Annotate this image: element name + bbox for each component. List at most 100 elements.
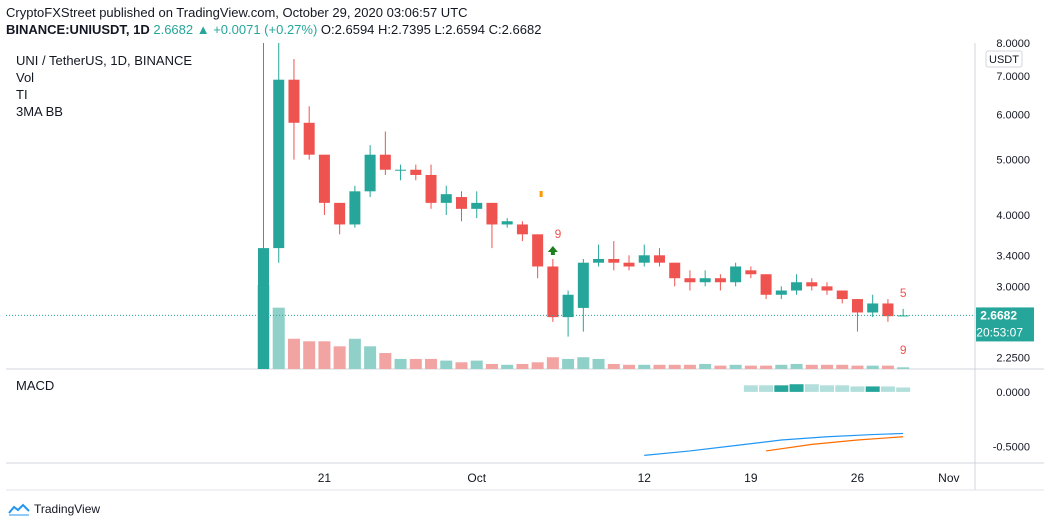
price-tick-label: 6.0000 xyxy=(996,109,1030,121)
volume-bar xyxy=(790,363,803,369)
volume-bar xyxy=(760,365,773,369)
volume-bar xyxy=(866,365,879,369)
price-tick-label: 4.0000 xyxy=(996,210,1030,222)
volume-bar xyxy=(881,365,894,369)
time-tick-label: 26 xyxy=(851,471,865,485)
time-tick-label: 19 xyxy=(744,471,758,485)
volume-bar xyxy=(714,365,727,369)
volume-bar xyxy=(379,353,392,369)
volume-bar xyxy=(348,338,361,369)
volume-bar xyxy=(592,358,605,369)
footer-brand[interactable]: TradingView xyxy=(8,502,100,516)
price-tick-label: 2.2500 xyxy=(996,353,1030,365)
volume-bar xyxy=(485,363,498,369)
candle-body xyxy=(288,79,300,123)
volume-bar xyxy=(531,362,544,369)
symbol: BINANCE:UNIUSDT, 1D xyxy=(6,22,150,37)
macd-tick-label: -0.5000 xyxy=(993,442,1030,454)
indicator-vol[interactable]: Vol xyxy=(16,70,35,85)
candle-body xyxy=(775,290,787,295)
candle-body xyxy=(760,274,772,295)
macd-histogram-bar xyxy=(865,386,880,392)
candle-body xyxy=(440,194,452,203)
info-marker-icon xyxy=(539,191,543,197)
candle-body xyxy=(867,303,879,313)
brand-label: TradingView xyxy=(34,502,101,516)
time-tick-label: Nov xyxy=(938,471,959,485)
candle-body xyxy=(455,197,467,209)
volume-bar xyxy=(836,364,849,369)
volume-bar xyxy=(653,364,666,369)
volume-bar xyxy=(775,364,788,369)
volume-bar xyxy=(318,341,331,369)
volume-bar xyxy=(455,362,468,369)
indicator-ti[interactable]: TI xyxy=(16,87,28,102)
volume-bar xyxy=(562,358,575,369)
candle-body xyxy=(669,262,681,279)
candle-body xyxy=(882,303,894,317)
volume-bar xyxy=(607,363,620,369)
indicator-macd[interactable]: MACD xyxy=(16,378,55,393)
candle-body xyxy=(714,278,726,283)
published-line: CryptoFXStreet published on TradingView.… xyxy=(6,5,468,20)
signal-line xyxy=(766,436,904,452)
td-count-label: 9 xyxy=(900,343,907,357)
candle-body xyxy=(791,282,803,291)
candle-body xyxy=(334,202,346,225)
volume-bar xyxy=(851,365,864,369)
volume-bar xyxy=(501,364,514,369)
candle-body xyxy=(745,270,757,275)
high-value: H:2.7395 xyxy=(378,22,431,37)
symbol-line: BINANCE:UNIUSDT, 1D 2.6682 ▲ +0.0071 (+0… xyxy=(6,22,541,37)
change-value: 2.6682 ▲ +0.0071 (+0.27%) xyxy=(153,22,318,37)
candle-body xyxy=(516,224,528,235)
candle-body xyxy=(562,294,574,318)
candle-body xyxy=(318,154,330,203)
volume-bar xyxy=(470,360,483,369)
volume-bar xyxy=(303,341,316,369)
volume-bar xyxy=(699,363,712,369)
candle-body xyxy=(836,290,848,300)
volume-bar xyxy=(744,365,757,369)
candle-body xyxy=(379,154,391,170)
volume-bar xyxy=(409,358,422,369)
candle-body xyxy=(471,202,483,209)
volume-bar xyxy=(729,364,742,369)
volume-bar xyxy=(516,363,529,369)
time-tick-label: 12 xyxy=(638,471,652,485)
candle-body xyxy=(684,278,696,283)
volume-bar xyxy=(364,346,377,369)
macd-histogram-bar xyxy=(896,387,911,392)
price-tick-label: 3.4000 xyxy=(996,250,1030,262)
volume-bar xyxy=(546,357,559,369)
price-tick-label: 7.0000 xyxy=(996,71,1030,83)
unit-badge xyxy=(985,50,1023,68)
legend-title[interactable]: UNI / TetherUS, 1D, BINANCE xyxy=(16,53,193,68)
tradingview-logo-icon xyxy=(8,503,30,516)
macd-histogram-bar xyxy=(850,386,865,392)
volume-bar xyxy=(333,346,346,369)
volume-bar xyxy=(668,364,681,369)
candle-body xyxy=(593,258,605,263)
volume-bar xyxy=(287,338,300,369)
macd-histogram-bar xyxy=(804,384,819,392)
macd-histogram-bar xyxy=(880,386,895,392)
time-tick-label: 21 xyxy=(318,471,332,485)
volume-bar xyxy=(805,364,818,369)
macd-histogram-bar xyxy=(743,385,758,392)
indicator-3ma-bb[interactable]: 3MA BB xyxy=(16,104,63,119)
candle-body xyxy=(532,234,544,267)
candle-body xyxy=(303,122,315,155)
price-tick-label: 8.0000 xyxy=(996,38,1030,50)
open-value: O:2.6594 xyxy=(320,22,375,37)
macd-tick-label: 0.0000 xyxy=(996,387,1030,399)
macd-histogram-bar xyxy=(835,385,850,392)
candle-body xyxy=(608,258,620,263)
low-value: L:2.6594 xyxy=(434,22,486,37)
volume-bar xyxy=(440,360,453,369)
last-price-label: 2.6682 xyxy=(980,308,1017,322)
candle-body xyxy=(501,221,513,225)
td-count-label: 9 xyxy=(555,227,562,241)
